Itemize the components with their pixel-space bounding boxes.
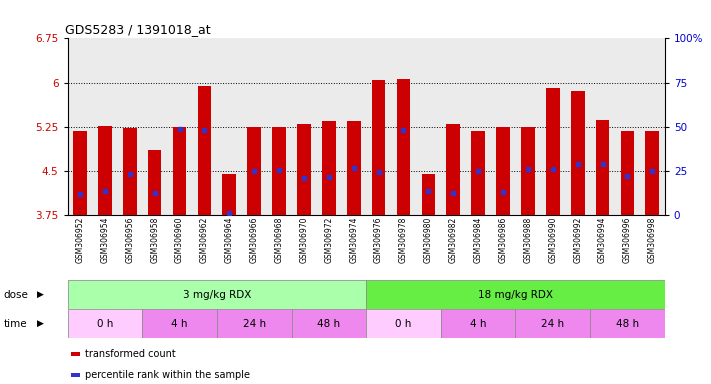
Text: 48 h: 48 h [317, 318, 341, 329]
Text: 0 h: 0 h [97, 318, 113, 329]
Bar [621, 131, 634, 215]
Bar [590, 309, 665, 338]
Bar [247, 127, 261, 215]
Bar [422, 174, 435, 215]
Bar [372, 80, 385, 215]
Bar [366, 309, 441, 338]
Bar [596, 120, 609, 215]
Bar [571, 91, 584, 215]
Bar [546, 88, 560, 215]
Text: GDS5283 / 1391018_at: GDS5283 / 1391018_at [65, 23, 210, 36]
Text: 18 mg/kg RDX: 18 mg/kg RDX [478, 290, 553, 300]
Bar [123, 129, 137, 215]
Text: 48 h: 48 h [616, 318, 639, 329]
Bar [98, 126, 112, 215]
Bar [217, 309, 292, 338]
Text: 4 h: 4 h [171, 318, 188, 329]
Bar [272, 127, 286, 215]
Text: 4 h: 4 h [470, 318, 486, 329]
Text: transformed count: transformed count [85, 349, 176, 359]
Text: 24 h: 24 h [242, 318, 266, 329]
Bar [292, 309, 366, 338]
Bar [73, 131, 87, 215]
Text: ▶: ▶ [37, 319, 44, 328]
Text: percentile rank within the sample: percentile rank within the sample [85, 370, 250, 380]
Bar [471, 131, 485, 215]
Bar [148, 150, 161, 215]
Text: ▶: ▶ [37, 290, 44, 299]
Text: time: time [4, 318, 27, 329]
Bar [347, 121, 360, 215]
Bar [297, 124, 311, 215]
Bar [447, 124, 460, 215]
Bar [441, 309, 515, 338]
Text: 24 h: 24 h [541, 318, 565, 329]
Text: 0 h: 0 h [395, 318, 412, 329]
Bar [397, 79, 410, 215]
Bar [366, 280, 665, 309]
Bar [142, 309, 217, 338]
Bar [223, 174, 236, 215]
Bar [68, 309, 142, 338]
Bar [515, 309, 590, 338]
Bar [173, 127, 186, 215]
Bar [496, 127, 510, 215]
Bar [198, 86, 211, 215]
Bar [521, 127, 535, 215]
Bar [646, 131, 659, 215]
Text: dose: dose [4, 290, 28, 300]
Bar [68, 280, 366, 309]
Bar [322, 121, 336, 215]
Text: 3 mg/kg RDX: 3 mg/kg RDX [183, 290, 251, 300]
